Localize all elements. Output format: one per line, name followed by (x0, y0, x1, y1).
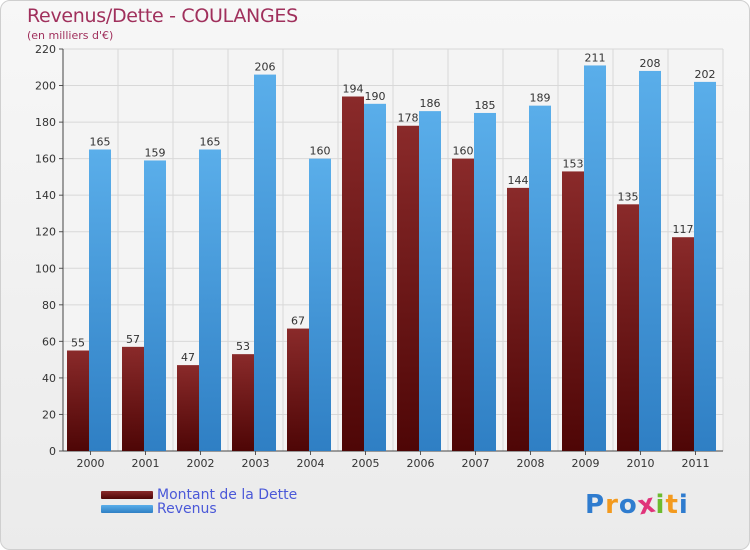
bar-revenus (529, 105, 551, 452)
logo-letter: t (665, 490, 679, 520)
x-tick-label: 2001 (132, 457, 160, 470)
proxiti-logo: Proxiti (585, 488, 689, 521)
logo-letter: i (678, 490, 689, 520)
x-tick-label: 2011 (682, 457, 710, 470)
bar-revenus (584, 65, 606, 451)
chart-subtitle: (en milliers d'€) (27, 29, 114, 42)
y-tick-label: 220 (35, 43, 56, 56)
bar-revenus (199, 149, 221, 451)
bar-dette (67, 350, 89, 451)
x-tick-label: 2008 (517, 457, 545, 470)
y-tick-label: 20 (42, 408, 56, 421)
bar-dette (562, 171, 584, 451)
y-tick-label: 40 (42, 372, 56, 385)
data-label-revenus: 159 (145, 146, 166, 159)
x-tick-label: 2003 (242, 457, 270, 470)
bar-dette (452, 158, 474, 452)
bar-revenus (474, 112, 496, 452)
data-label-dette: 194 (343, 83, 364, 96)
logo-letter: r (605, 490, 619, 520)
data-label-revenus: 206 (255, 61, 276, 74)
bar-dette (507, 187, 529, 451)
data-label-revenus: 165 (90, 136, 111, 149)
y-tick-label: 160 (35, 153, 56, 166)
y-tick-label: 80 (42, 299, 56, 312)
bar-revenus (254, 74, 276, 451)
x-tick-label: 2006 (407, 457, 435, 470)
chart-title: Revenus/Dette - COULANGES (27, 5, 298, 27)
logo-letter: i (655, 490, 666, 520)
logo-letter: o (618, 490, 638, 520)
bar-dette (122, 346, 144, 451)
bar-dette (232, 354, 254, 451)
bar-dette (672, 237, 694, 451)
bar-revenus (639, 70, 661, 451)
y-tick-label: 120 (35, 226, 56, 239)
data-label-revenus: 190 (365, 90, 386, 103)
data-label-dette: 57 (126, 333, 140, 346)
grid-lines (62, 48, 724, 452)
bar-revenus (144, 160, 166, 452)
bar-revenus (364, 103, 386, 452)
y-tick-label: 180 (35, 116, 56, 129)
x-tick-label: 2009 (572, 457, 600, 470)
data-label-revenus: 165 (200, 136, 221, 149)
data-label-dette: 47 (181, 351, 195, 364)
x-tick-label: 2005 (352, 457, 380, 470)
legend-swatch-debt (101, 491, 153, 499)
bar-revenus (419, 111, 441, 452)
x-tick-label: 2010 (627, 457, 655, 470)
data-label-revenus: 160 (310, 145, 331, 158)
logo-letter: P (585, 490, 606, 520)
bar-dette (617, 204, 639, 451)
bar-revenus (694, 81, 716, 452)
data-label-dette: 178 (398, 112, 419, 125)
data-label-revenus: 185 (475, 99, 496, 112)
bar-dette (287, 328, 309, 451)
data-label-dette: 55 (71, 337, 85, 350)
bar-dette (342, 96, 364, 451)
bar-dette (397, 125, 419, 451)
y-tick-label: 200 (35, 80, 56, 93)
data-label-dette: 144 (508, 174, 529, 187)
bar-revenus (89, 149, 111, 451)
bar-revenus (309, 158, 331, 452)
axes: 0 20 40 60 80 100 120 140 160 180 200 220 2000 2001 20… (35, 43, 723, 470)
data-label-dette: 135 (618, 190, 639, 203)
data-label-revenus: 189 (530, 92, 551, 105)
legend-label-revenus: Revenus (157, 501, 217, 517)
x-tick-label: 2002 (187, 457, 215, 470)
x-tick-label: 2007 (462, 457, 490, 470)
x-tick-label: 2004 (297, 457, 325, 470)
data-label-revenus: 211 (585, 51, 606, 64)
data-label-dette: 160 (453, 145, 474, 158)
data-label-dette: 117 (673, 223, 694, 236)
bars (67, 65, 716, 452)
data-label-dette: 153 (563, 157, 584, 170)
y-tick-label: 0 (49, 445, 56, 458)
legend-swatch-revenus (101, 505, 153, 513)
y-tick-label: 60 (42, 335, 56, 348)
x-tick-label: 2000 (77, 457, 105, 470)
y-tick-label: 140 (35, 189, 56, 202)
data-label-revenus: 186 (420, 97, 441, 110)
data-label-revenus: 202 (695, 68, 716, 81)
data-label-revenus: 208 (640, 57, 661, 70)
bar-dette (177, 365, 199, 451)
y-tick-label: 100 (35, 262, 56, 275)
data-label-dette: 67 (291, 315, 305, 328)
data-label-dette: 53 (236, 340, 250, 353)
legend-label-debt: Montant de la Dette (157, 487, 298, 503)
